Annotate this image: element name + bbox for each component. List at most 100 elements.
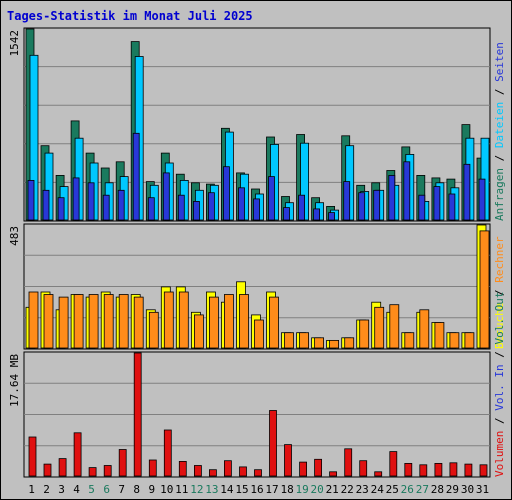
bar-seiten-day-5 <box>87 182 95 221</box>
bar-seiten-day-2 <box>42 189 50 221</box>
bar-volumen-day-4 <box>73 432 82 477</box>
day-label-14: 14 <box>220 483 234 496</box>
bar-seiten-day-14 <box>222 166 230 221</box>
bar-rechner-day-1 <box>28 291 39 349</box>
day-label-31: 31 <box>476 483 489 496</box>
bar-seiten-day-27 <box>418 194 426 221</box>
bar-seiten-day-8 <box>132 132 140 221</box>
bar-seiten-day-4 <box>72 177 80 221</box>
legend-item-volumen: Volumen <box>493 431 506 477</box>
day-label-9: 9 <box>148 483 155 496</box>
bar-seiten-day-16 <box>253 198 260 221</box>
day-label-22: 22 <box>341 483 354 496</box>
bar-rechner-day-15 <box>239 294 249 349</box>
day-label-10: 10 <box>160 483 173 496</box>
bar-volumen-day-9 <box>148 459 157 477</box>
bar-volumen-day-7 <box>118 449 127 477</box>
day-label-12: 12 <box>190 483 203 496</box>
legend-separator: / <box>493 345 506 365</box>
day-label-19: 19 <box>295 483 308 496</box>
bar-rechner-day-6 <box>103 294 114 349</box>
bar-rechner-day-3 <box>58 296 69 349</box>
bar-rechner-day-22 <box>344 337 355 349</box>
bar-volumen-day-16 <box>254 469 262 477</box>
day-label-15: 15 <box>235 483 248 496</box>
bar-volumen-day-31 <box>479 464 488 477</box>
bar-volumen-day-22 <box>344 448 353 477</box>
legend-item-vol-out: Vol. Out <box>493 292 506 345</box>
day-label-23: 23 <box>356 483 369 496</box>
scale-label-bottom: 17.64 MB <box>8 354 21 407</box>
bar-volumen-day-29 <box>449 462 458 477</box>
bar-rechner-day-14 <box>223 294 234 349</box>
bar-rechner-day-21 <box>329 339 340 349</box>
bar-rechner-day-19 <box>299 332 310 349</box>
bars-middle: 483 <box>8 224 490 349</box>
bar-seiten-day-17 <box>268 176 275 221</box>
day-label-21: 21 <box>326 483 339 496</box>
bar-volumen-day-13 <box>208 469 217 477</box>
legend-separator: / <box>493 411 506 431</box>
bar-volumen-day-10 <box>163 429 172 477</box>
scale-label-top: 1542 <box>8 30 21 57</box>
day-label-24: 24 <box>371 483 385 496</box>
day-label-3: 3 <box>58 483 65 496</box>
bar-rechner-day-10 <box>163 291 174 349</box>
day-label-17: 17 <box>265 483 278 496</box>
bar-rechner-day-27 <box>419 309 430 349</box>
bar-seiten-day-13 <box>207 192 215 221</box>
bar-seiten-day-15 <box>238 187 245 221</box>
bar-volumen-day-12 <box>193 465 202 477</box>
day-label-2: 2 <box>43 483 50 496</box>
bar-seiten-day-25 <box>388 174 396 221</box>
bar-seiten-day-29 <box>448 193 456 221</box>
bar-rechner-day-30 <box>464 332 475 349</box>
day-label-29: 29 <box>446 483 459 496</box>
bar-rechner-day-23 <box>359 319 370 349</box>
bar-rechner-day-29 <box>449 332 460 349</box>
day-label-25: 25 <box>386 483 399 496</box>
legend-item-rechner: Rechner <box>493 236 506 283</box>
bar-volumen-day-28 <box>434 462 443 477</box>
bar-rechner-day-4 <box>73 294 84 349</box>
bar-rechner-day-17 <box>269 296 279 349</box>
bar-volumen-day-5 <box>88 467 97 477</box>
legend-top: Anfragen / Dateien / Seiten <box>493 42 506 221</box>
bar-seiten-day-10 <box>162 172 170 221</box>
bar-rechner-day-31 <box>479 230 490 349</box>
bar-seiten-day-22 <box>343 181 351 221</box>
legend-separator: / <box>493 283 506 303</box>
bar-seiten-day-26 <box>403 161 411 221</box>
bar-volumen-day-3 <box>58 458 67 477</box>
bar-rechner-day-11 <box>178 291 189 349</box>
bar-volumen-day-8 <box>133 352 142 477</box>
day-label-6: 6 <box>103 483 110 496</box>
bar-volumen-day-17 <box>269 410 277 477</box>
bar-rechner-day-7 <box>118 294 129 349</box>
bar-seiten-day-3 <box>57 197 65 221</box>
bar-volumen-day-27 <box>419 464 428 477</box>
bar-rechner-day-20 <box>314 337 325 349</box>
day-label-16: 16 <box>250 483 263 496</box>
day-label-13: 13 <box>205 483 218 496</box>
bar-rechner-day-2 <box>43 294 54 349</box>
bar-volumen-day-2 <box>43 463 52 477</box>
bar-seiten-day-6 <box>102 194 110 221</box>
day-label-20: 20 <box>310 483 323 496</box>
legend-item-anfragen: Anfragen <box>493 168 506 221</box>
bar-rechner-day-8 <box>133 296 144 349</box>
bar-rechner-day-26 <box>404 332 415 349</box>
x-axis-day-labels: 1 2 3 4 5 6 7 8 9 10 11 12 13 14 15 16 17 18 19 20 21 22 23 24 2… <box>28 483 489 496</box>
bar-rechner-day-16 <box>254 319 264 349</box>
bars-top: 1542 <box>8 28 490 221</box>
bar-volumen-day-18 <box>284 444 292 477</box>
bar-seiten-day-1 <box>27 179 35 221</box>
bar-rechner-day-28 <box>434 322 445 349</box>
bar-seiten-day-31 <box>478 178 486 221</box>
bar-volumen-day-25 <box>389 451 398 477</box>
bar-seiten-day-18 <box>283 207 290 221</box>
day-label-30: 30 <box>461 483 474 496</box>
bar-volumen-day-20 <box>314 458 323 477</box>
legend-item-vol-in: Vol. In <box>493 364 506 410</box>
